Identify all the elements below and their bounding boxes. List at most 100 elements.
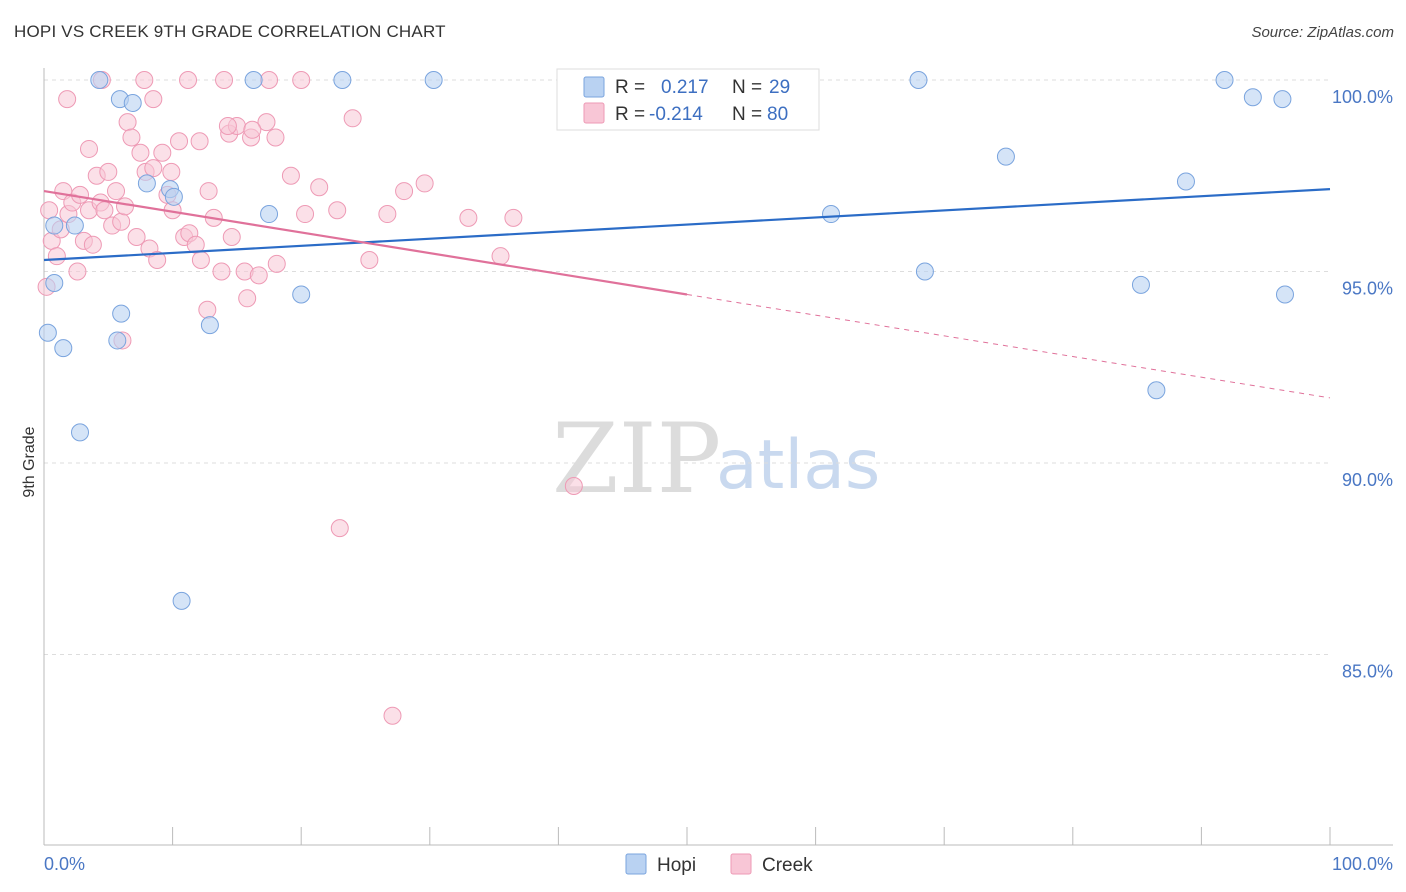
y-tick-label: 85.0% [1342, 662, 1393, 682]
hopi-points [38, 71, 1294, 610]
hopi-point [65, 216, 84, 235]
creek-point [260, 71, 279, 89]
creek-point [199, 182, 218, 201]
hopi-point [909, 71, 928, 89]
hopi-point [260, 205, 279, 224]
chart-title: HOPI VS CREEK 9TH GRADE CORRELATION CHAR… [14, 22, 446, 41]
legend-n-value-hopi: 29 [769, 77, 790, 98]
hopi-point [112, 304, 131, 323]
hopi-trend-line [43, 188, 1331, 262]
creek-point [144, 90, 163, 109]
creek-point [162, 162, 181, 181]
creek-point [112, 212, 131, 231]
creek-point [222, 228, 241, 247]
hopi-point [424, 71, 443, 89]
hopi-point [1273, 90, 1292, 109]
creek-point [249, 266, 268, 285]
axes [43, 68, 1393, 846]
bottom-legend-label-creek: Creek [762, 855, 813, 876]
hopi-point [71, 423, 90, 442]
hopi-point [45, 216, 64, 235]
creek-point [40, 201, 59, 220]
creek-point [191, 251, 210, 270]
creek-point [415, 174, 434, 193]
creek-point [257, 113, 276, 132]
creek-point [328, 201, 347, 220]
correlation-legend: R = 0.217 N = 29 R = -0.214 N = 80 [556, 68, 820, 131]
hopi-point [90, 71, 109, 89]
creek-point [144, 159, 163, 178]
hopi-point [200, 316, 219, 335]
source-label: Source: ZipAtlas.com [1251, 24, 1394, 41]
gridlines [44, 79, 1330, 655]
creek-point [148, 251, 167, 270]
creek-trend-line-extrapolated [686, 293, 1331, 399]
hopi-point [1215, 71, 1234, 89]
hopi-point [1243, 88, 1262, 107]
hopi-point [38, 323, 57, 342]
legend-n-value-creek: 80 [767, 104, 788, 125]
creek-point [47, 247, 66, 266]
watermark: ZIP atlas [552, 403, 880, 515]
hopi-point [1176, 172, 1195, 191]
creek-point [343, 109, 362, 128]
hopi-point [1147, 381, 1166, 400]
legend-n-label-creek: N = [732, 104, 762, 125]
creek-point [80, 139, 99, 158]
creek-point [116, 197, 135, 216]
trend-lines [43, 188, 1331, 399]
creek-point [68, 262, 87, 281]
hopi-point [996, 147, 1015, 166]
legend-swatch-creek [583, 102, 605, 124]
creek-point [564, 476, 583, 495]
hopi-point [333, 71, 352, 89]
creek-point [99, 162, 118, 181]
creek-point [190, 132, 209, 151]
creek-point [281, 166, 300, 185]
creek-point [135, 71, 154, 89]
creek-point [170, 132, 189, 151]
creek-point [360, 251, 379, 270]
creek-point [107, 182, 126, 201]
creek-point [218, 116, 237, 135]
creek-point [459, 208, 478, 227]
hopi-point [244, 71, 263, 89]
legend-r-value-creek: -0.214 [649, 104, 703, 125]
hopi-point [172, 591, 191, 610]
creek-point [504, 208, 523, 227]
x-tick-label-min: 0.0% [44, 854, 85, 874]
creek-point [395, 182, 414, 201]
creek-point [383, 706, 402, 725]
hopi-point [123, 93, 142, 112]
creek-point [122, 128, 141, 147]
series-legend: Hopi Creek [625, 853, 813, 876]
creek-point [118, 113, 137, 132]
hopi-point [108, 331, 127, 350]
creek-point [58, 90, 77, 109]
creek-point [491, 247, 510, 266]
hopi-point [45, 273, 64, 292]
creek-points [37, 71, 583, 725]
legend-r-value-hopi: 0.217 [661, 77, 709, 98]
y-tick-label: 95.0% [1342, 279, 1393, 299]
creek-point [179, 71, 198, 89]
creek-point [212, 262, 231, 281]
creek-point [127, 228, 146, 247]
bottom-legend-swatch-creek [730, 853, 752, 875]
hopi-point [1131, 275, 1150, 294]
hopi-point [292, 285, 311, 304]
legend-n-label-hopi: N = [732, 77, 762, 98]
creek-point [83, 235, 102, 254]
creek-point [266, 128, 285, 147]
hopi-point [137, 174, 156, 193]
y-axis-label: 9th Grade [21, 426, 38, 497]
legend-swatch-hopi [583, 76, 605, 98]
creek-point [95, 201, 114, 220]
creek-point [378, 205, 397, 224]
hopi-point [54, 339, 73, 358]
x-tick-label-max: 100.0% [1332, 854, 1393, 874]
y-tick-labels: 85.0% 90.0% 95.0% 100.0% [1332, 87, 1393, 682]
creek-point [267, 254, 286, 273]
creek-point [215, 71, 234, 89]
hopi-point [822, 205, 841, 224]
